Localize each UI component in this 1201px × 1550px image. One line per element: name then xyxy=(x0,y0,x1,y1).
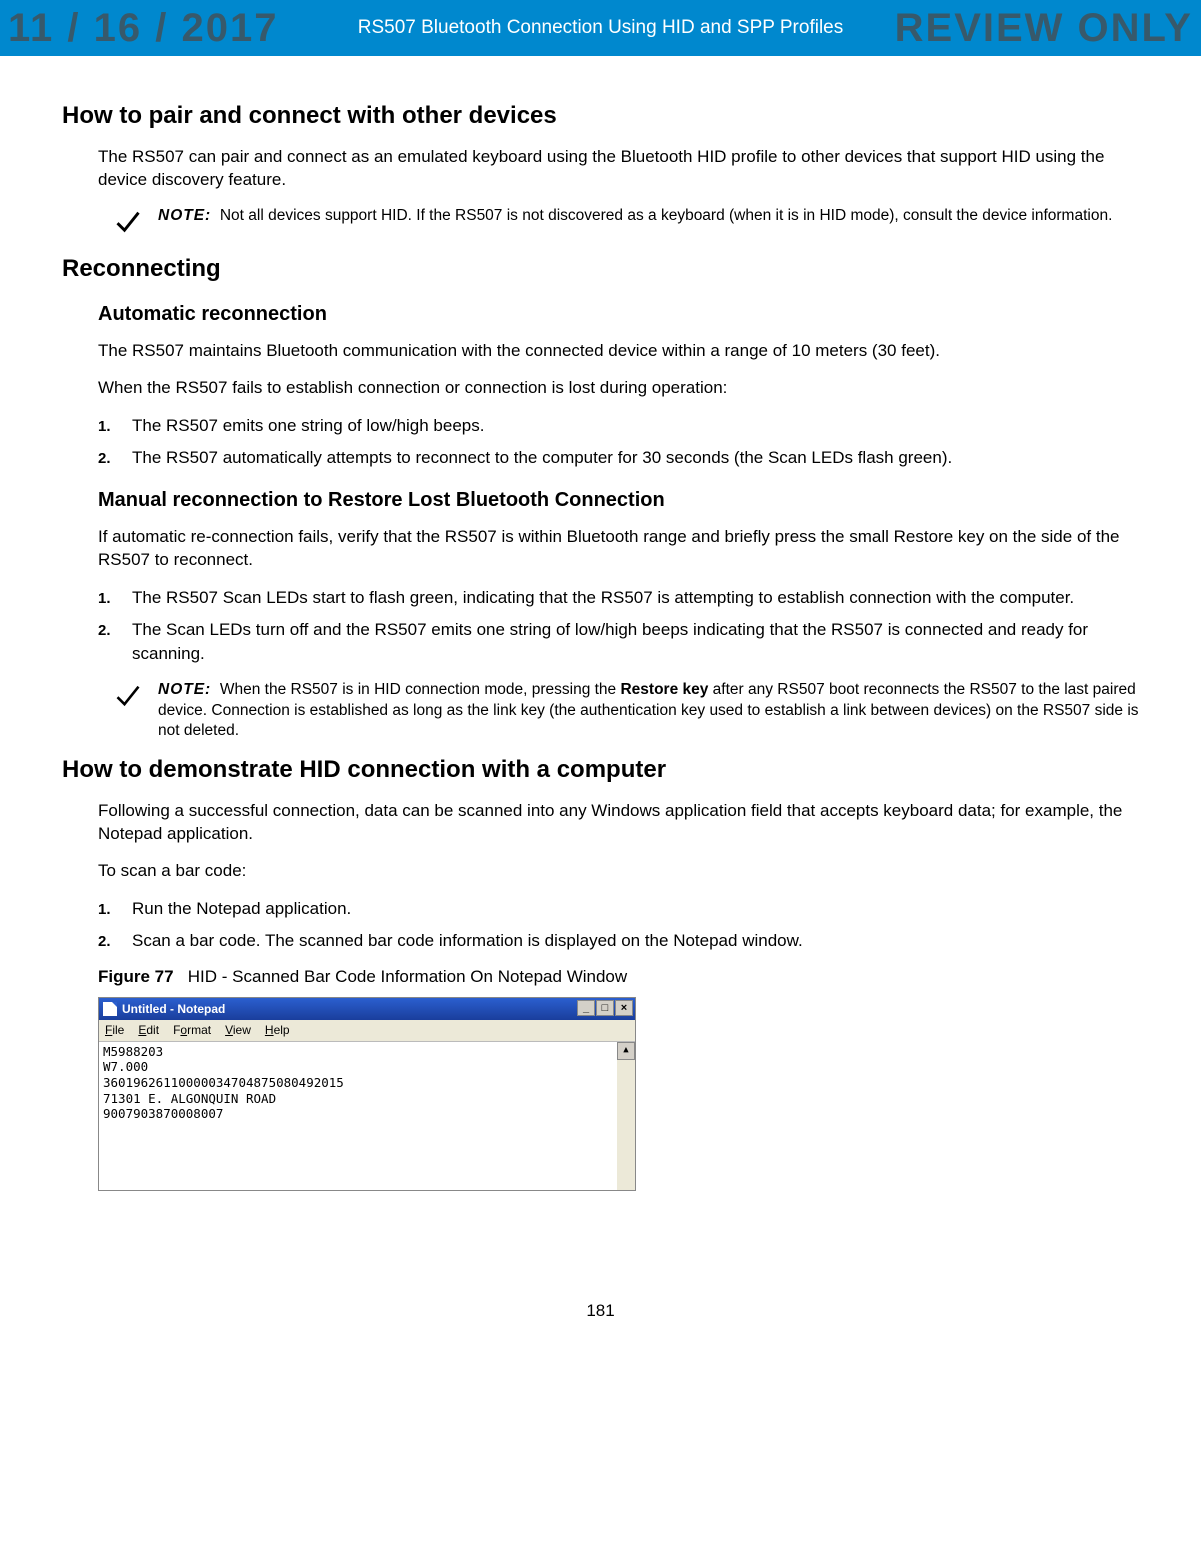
note-pre: When the RS507 is in HID connection mode… xyxy=(220,681,621,698)
maximize-button[interactable]: □ xyxy=(596,1000,614,1016)
section-title-reconnect: Reconnecting xyxy=(62,255,1139,283)
pair-body: The RS507 can pair and connect as an emu… xyxy=(98,146,1139,192)
demo-steps-list: Run the Notepad application. Scan a bar … xyxy=(98,897,1139,953)
list-item: The RS507 emits one string of low/high b… xyxy=(98,414,1139,438)
menu-view[interactable]: View xyxy=(225,1023,251,1037)
page-number: 181 xyxy=(0,1301,1201,1331)
notepad-titlebar[interactable]: Untitled - Notepad _ □ × xyxy=(99,998,635,1020)
checkmark-icon xyxy=(98,206,158,241)
document-icon xyxy=(103,1002,117,1016)
sub-title-auto: Automatic reconnection xyxy=(98,303,1139,326)
menu-edit[interactable]: Edit xyxy=(138,1023,159,1037)
figure-caption: Figure 77 HID - Scanned Bar Code Informa… xyxy=(98,967,1139,987)
manual-steps-list: The RS507 Scan LEDs start to flash green… xyxy=(98,586,1139,665)
watermark-date: 11 / 16 / 2017 xyxy=(8,6,278,51)
section-title-pair: How to pair and connect with other devic… xyxy=(62,102,1139,130)
chapter-title: RS507 Bluetooth Connection Using HID and… xyxy=(358,17,843,39)
list-item: The RS507 Scan LEDs start to flash green… xyxy=(98,586,1139,610)
auto-p2: When the RS507 fails to establish connec… xyxy=(98,377,1139,400)
checkmark-icon xyxy=(98,680,158,715)
sub-title-manual: Manual reconnection to Restore Lost Blue… xyxy=(98,489,1139,512)
figure-caption-text: HID - Scanned Bar Code Information On No… xyxy=(188,967,627,986)
demo-p2: To scan a bar code: xyxy=(98,860,1139,883)
note-label: NOTE: xyxy=(158,207,211,224)
close-button[interactable]: × xyxy=(615,1000,633,1016)
list-item: The Scan LEDs turn off and the RS507 emi… xyxy=(98,618,1139,666)
notepad-window: Untitled - Notepad _ □ × File Edit Forma… xyxy=(98,997,636,1191)
notepad-textarea[interactable]: ▲ M5988203 W7.000 3601962611000003470487… xyxy=(99,1042,635,1190)
menu-file[interactable]: File xyxy=(105,1023,124,1037)
notepad-content: M5988203 W7.000 360196261100000347048750… xyxy=(103,1044,613,1122)
auto-p1: The RS507 maintains Bluetooth communicat… xyxy=(98,340,1139,363)
pair-note: NOTE: Not all devices support HID. If th… xyxy=(98,206,1139,241)
figure-label: Figure 77 xyxy=(98,967,174,986)
menu-help[interactable]: Help xyxy=(265,1023,290,1037)
pair-note-text: NOTE: Not all devices support HID. If th… xyxy=(158,206,1112,227)
list-item: The RS507 automatically attempts to reco… xyxy=(98,446,1139,470)
watermark-label: REVIEW ONLY xyxy=(895,6,1193,51)
manual-note: NOTE: When the RS507 is in HID connectio… xyxy=(98,680,1139,743)
window-buttons: _ □ × xyxy=(577,1000,633,1016)
manual-note-text: NOTE: When the RS507 is in HID connectio… xyxy=(158,680,1139,743)
menu-format[interactable]: Format xyxy=(173,1023,211,1037)
note-body: Not all devices support HID. If the RS50… xyxy=(220,207,1113,224)
list-item: Run the Notepad application. xyxy=(98,897,1139,921)
notepad-title-text: Untitled - Notepad xyxy=(122,1002,225,1016)
chapter-header: 11 / 16 / 2017 REVIEW ONLY RS507 Bluetoo… xyxy=(0,0,1201,56)
minimize-button[interactable]: _ xyxy=(577,1000,595,1016)
page-content: How to pair and connect with other devic… xyxy=(0,56,1201,1211)
section-title-demo: How to demonstrate HID connection with a… xyxy=(62,756,1139,784)
list-item: Scan a bar code. The scanned bar code in… xyxy=(98,929,1139,953)
scroll-up-button[interactable]: ▲ xyxy=(617,1042,635,1060)
note-bold: Restore key xyxy=(620,681,708,698)
notepad-menubar: File Edit Format View Help xyxy=(99,1020,635,1042)
demo-p1: Following a successful connection, data … xyxy=(98,800,1139,846)
note-label: NOTE: xyxy=(158,681,211,698)
auto-steps-list: The RS507 emits one string of low/high b… xyxy=(98,414,1139,470)
manual-p1: If automatic re-connection fails, verify… xyxy=(98,526,1139,572)
